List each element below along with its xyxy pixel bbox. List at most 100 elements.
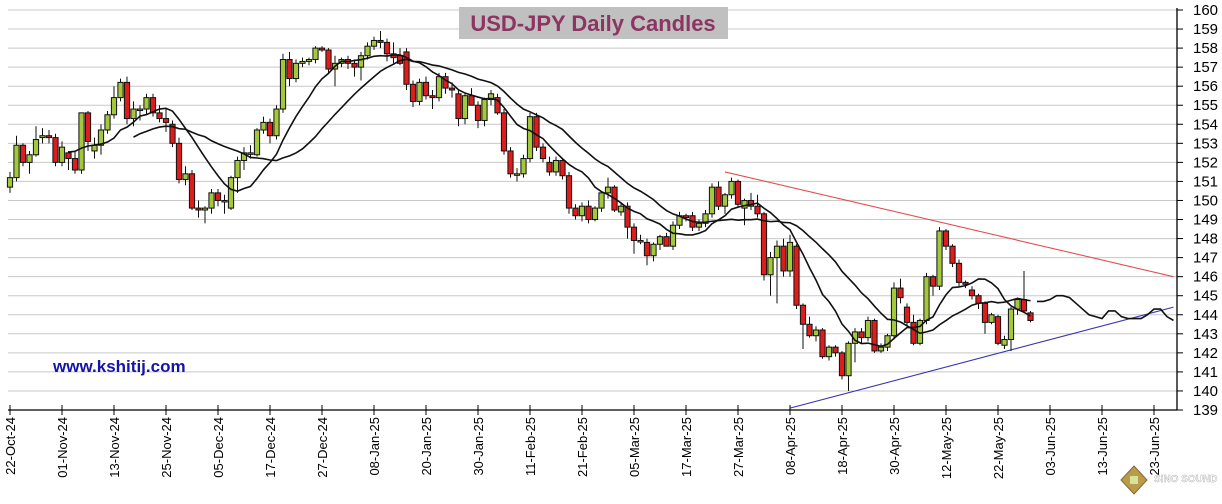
bullish-candle xyxy=(13,135,20,182)
bullish-candle xyxy=(1014,297,1021,315)
candle-body xyxy=(702,213,709,224)
candle-body xyxy=(422,81,430,97)
candle-body xyxy=(58,146,66,163)
bearish-candle xyxy=(585,200,592,224)
candle-body xyxy=(448,87,456,91)
bearish-candle xyxy=(494,93,501,115)
candle-body xyxy=(708,186,716,215)
bearish-candle xyxy=(156,105,163,123)
bullish-candle xyxy=(91,137,98,159)
bullish-candle xyxy=(1001,335,1008,350)
y-tick-label: 151 xyxy=(1193,173,1218,190)
candle-body xyxy=(52,137,59,163)
bearish-candle xyxy=(474,101,482,129)
moving-average-projection xyxy=(1037,294,1174,322)
candle-body xyxy=(1001,339,1008,346)
bullish-candle xyxy=(526,112,534,163)
candle-body xyxy=(669,224,677,247)
candle-body xyxy=(520,158,527,175)
y-tick-label: 148 xyxy=(1193,231,1218,248)
candle-body xyxy=(572,207,579,217)
x-tick-label: 12-May-25 xyxy=(939,417,954,479)
candle-body xyxy=(188,173,196,209)
candle-body xyxy=(539,146,547,160)
bearish-candle xyxy=(442,72,449,94)
bullish-candle xyxy=(591,206,599,222)
candle-body xyxy=(942,230,950,247)
x-tick-label: 13-Jun-25 xyxy=(1095,417,1110,476)
candle-body xyxy=(325,49,332,70)
candle-body xyxy=(656,236,664,245)
bearish-candle xyxy=(903,303,911,327)
candle-body xyxy=(45,135,53,139)
candle-body xyxy=(162,118,170,123)
bearish-candle xyxy=(955,259,963,287)
candle-body xyxy=(253,129,261,156)
candle-body xyxy=(143,97,150,110)
candle-body xyxy=(760,213,768,276)
bearish-candle xyxy=(52,133,59,167)
bearish-candle xyxy=(838,350,846,380)
candle-body xyxy=(13,144,20,179)
candle-body xyxy=(858,331,865,339)
candle-body xyxy=(819,329,826,358)
bearish-candle xyxy=(663,232,670,247)
chart-title-text: USD-JPY Daily Candles xyxy=(470,11,715,36)
candle-body xyxy=(507,150,514,175)
x-tick-label: 05-Mar-25 xyxy=(627,417,642,477)
candle-body xyxy=(318,47,326,51)
bearish-candle xyxy=(71,150,79,174)
candle-body xyxy=(104,114,111,131)
candle-body xyxy=(975,295,982,304)
candle-body xyxy=(136,108,144,112)
bearish-candle xyxy=(565,171,573,214)
candle-body xyxy=(721,194,729,207)
candle-body xyxy=(565,175,573,209)
moving-average-slow xyxy=(133,58,1031,335)
bullish-candle xyxy=(890,282,898,340)
bearish-candle xyxy=(468,88,475,106)
bullish-candle xyxy=(260,116,267,134)
bearish-candle xyxy=(1020,270,1028,313)
bullish-candle xyxy=(923,272,930,325)
bullish-candle xyxy=(97,124,105,155)
candle-body xyxy=(149,97,157,114)
bearish-candle xyxy=(949,244,956,268)
bullish-candle xyxy=(845,341,852,391)
candle-body xyxy=(208,192,215,209)
bullish-candle xyxy=(6,171,14,193)
bearish-candle xyxy=(572,204,579,220)
bullish-candle xyxy=(513,168,521,182)
bullish-candle xyxy=(253,128,261,157)
candle-body xyxy=(435,76,443,99)
bullish-candle xyxy=(117,78,124,102)
bearish-candle xyxy=(390,42,397,64)
resistance-trendline xyxy=(724,171,1174,278)
bullish-candle xyxy=(617,202,625,216)
candle-body xyxy=(403,51,410,85)
candle-body xyxy=(513,173,521,176)
candle-body xyxy=(383,41,391,55)
candle-body xyxy=(780,245,787,272)
candle-body xyxy=(247,152,254,155)
bearish-candle xyxy=(318,46,326,52)
candle-body xyxy=(65,152,72,160)
candle-body xyxy=(650,243,657,257)
bearish-candle xyxy=(266,118,274,144)
candle-body xyxy=(416,81,423,102)
bearish-candle xyxy=(65,150,72,170)
bullish-candle xyxy=(39,128,46,144)
y-tick-label: 141 xyxy=(1193,364,1218,381)
candle-body xyxy=(591,207,599,221)
bearish-candle xyxy=(455,90,462,127)
candle-body xyxy=(357,55,365,68)
x-tick-label: 20-Jan-25 xyxy=(419,417,434,476)
candle-body xyxy=(221,199,228,203)
candle-body xyxy=(110,97,118,116)
bearish-candle xyxy=(942,229,950,250)
candle-body xyxy=(266,121,274,137)
bearish-candle xyxy=(793,244,800,310)
support-trendline xyxy=(789,306,1174,409)
x-tick-label: 30-Apr-25 xyxy=(887,417,902,475)
candle-body xyxy=(773,245,781,259)
